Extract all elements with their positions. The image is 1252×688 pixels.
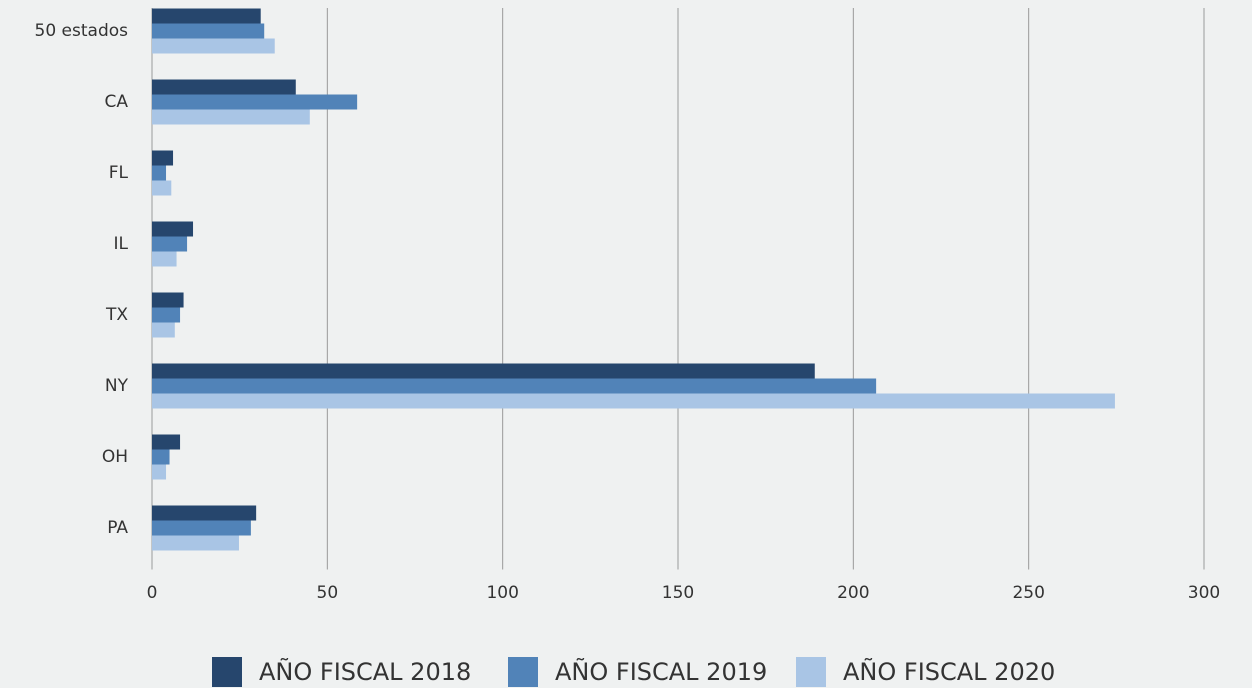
bar (152, 434, 181, 450)
bar (152, 322, 175, 338)
legend-label: AÑO FISCAL 2018 (259, 656, 471, 686)
legend-swatch (796, 657, 826, 687)
x-tick-label: 250 (1012, 583, 1044, 603)
bar (152, 251, 177, 267)
bar (152, 23, 265, 39)
bar (152, 393, 1115, 409)
x-tick-label: 0 (147, 583, 158, 603)
y-tick-label: 50 estados (35, 21, 129, 41)
legend-swatch (212, 657, 242, 687)
bar (152, 292, 184, 308)
legend-label: AÑO FISCAL 2019 (555, 656, 767, 686)
bar (152, 180, 172, 196)
y-tick-label: IL (114, 234, 129, 254)
bar (152, 109, 310, 125)
x-tick-label: 150 (662, 583, 694, 603)
x-tick-label: 200 (837, 583, 869, 603)
y-tick-label: FL (109, 163, 129, 183)
x-tick-label: 300 (1188, 583, 1220, 603)
legend-label: AÑO FISCAL 2020 (843, 656, 1055, 686)
bar (152, 535, 239, 551)
bar (152, 378, 877, 394)
bar (152, 150, 174, 166)
x-tick-label: 100 (486, 583, 518, 603)
x-tick-label: 50 (317, 583, 339, 603)
bar (152, 307, 181, 323)
y-tick-label: CA (105, 92, 129, 112)
bar (152, 8, 261, 24)
y-tick-label: NY (105, 376, 129, 396)
bar (152, 221, 194, 237)
bar (152, 464, 167, 480)
bar (152, 363, 815, 379)
bar (152, 505, 257, 521)
bar (152, 520, 251, 536)
bar (152, 94, 358, 110)
bar (152, 236, 188, 252)
bar (152, 165, 167, 181)
y-tick-label: PA (107, 518, 128, 538)
legend-swatch (508, 657, 538, 687)
y-tick-label: OH (102, 447, 128, 467)
y-tick-label: TX (105, 305, 128, 325)
bar (152, 449, 170, 465)
bar (152, 79, 296, 95)
bar (152, 38, 275, 54)
